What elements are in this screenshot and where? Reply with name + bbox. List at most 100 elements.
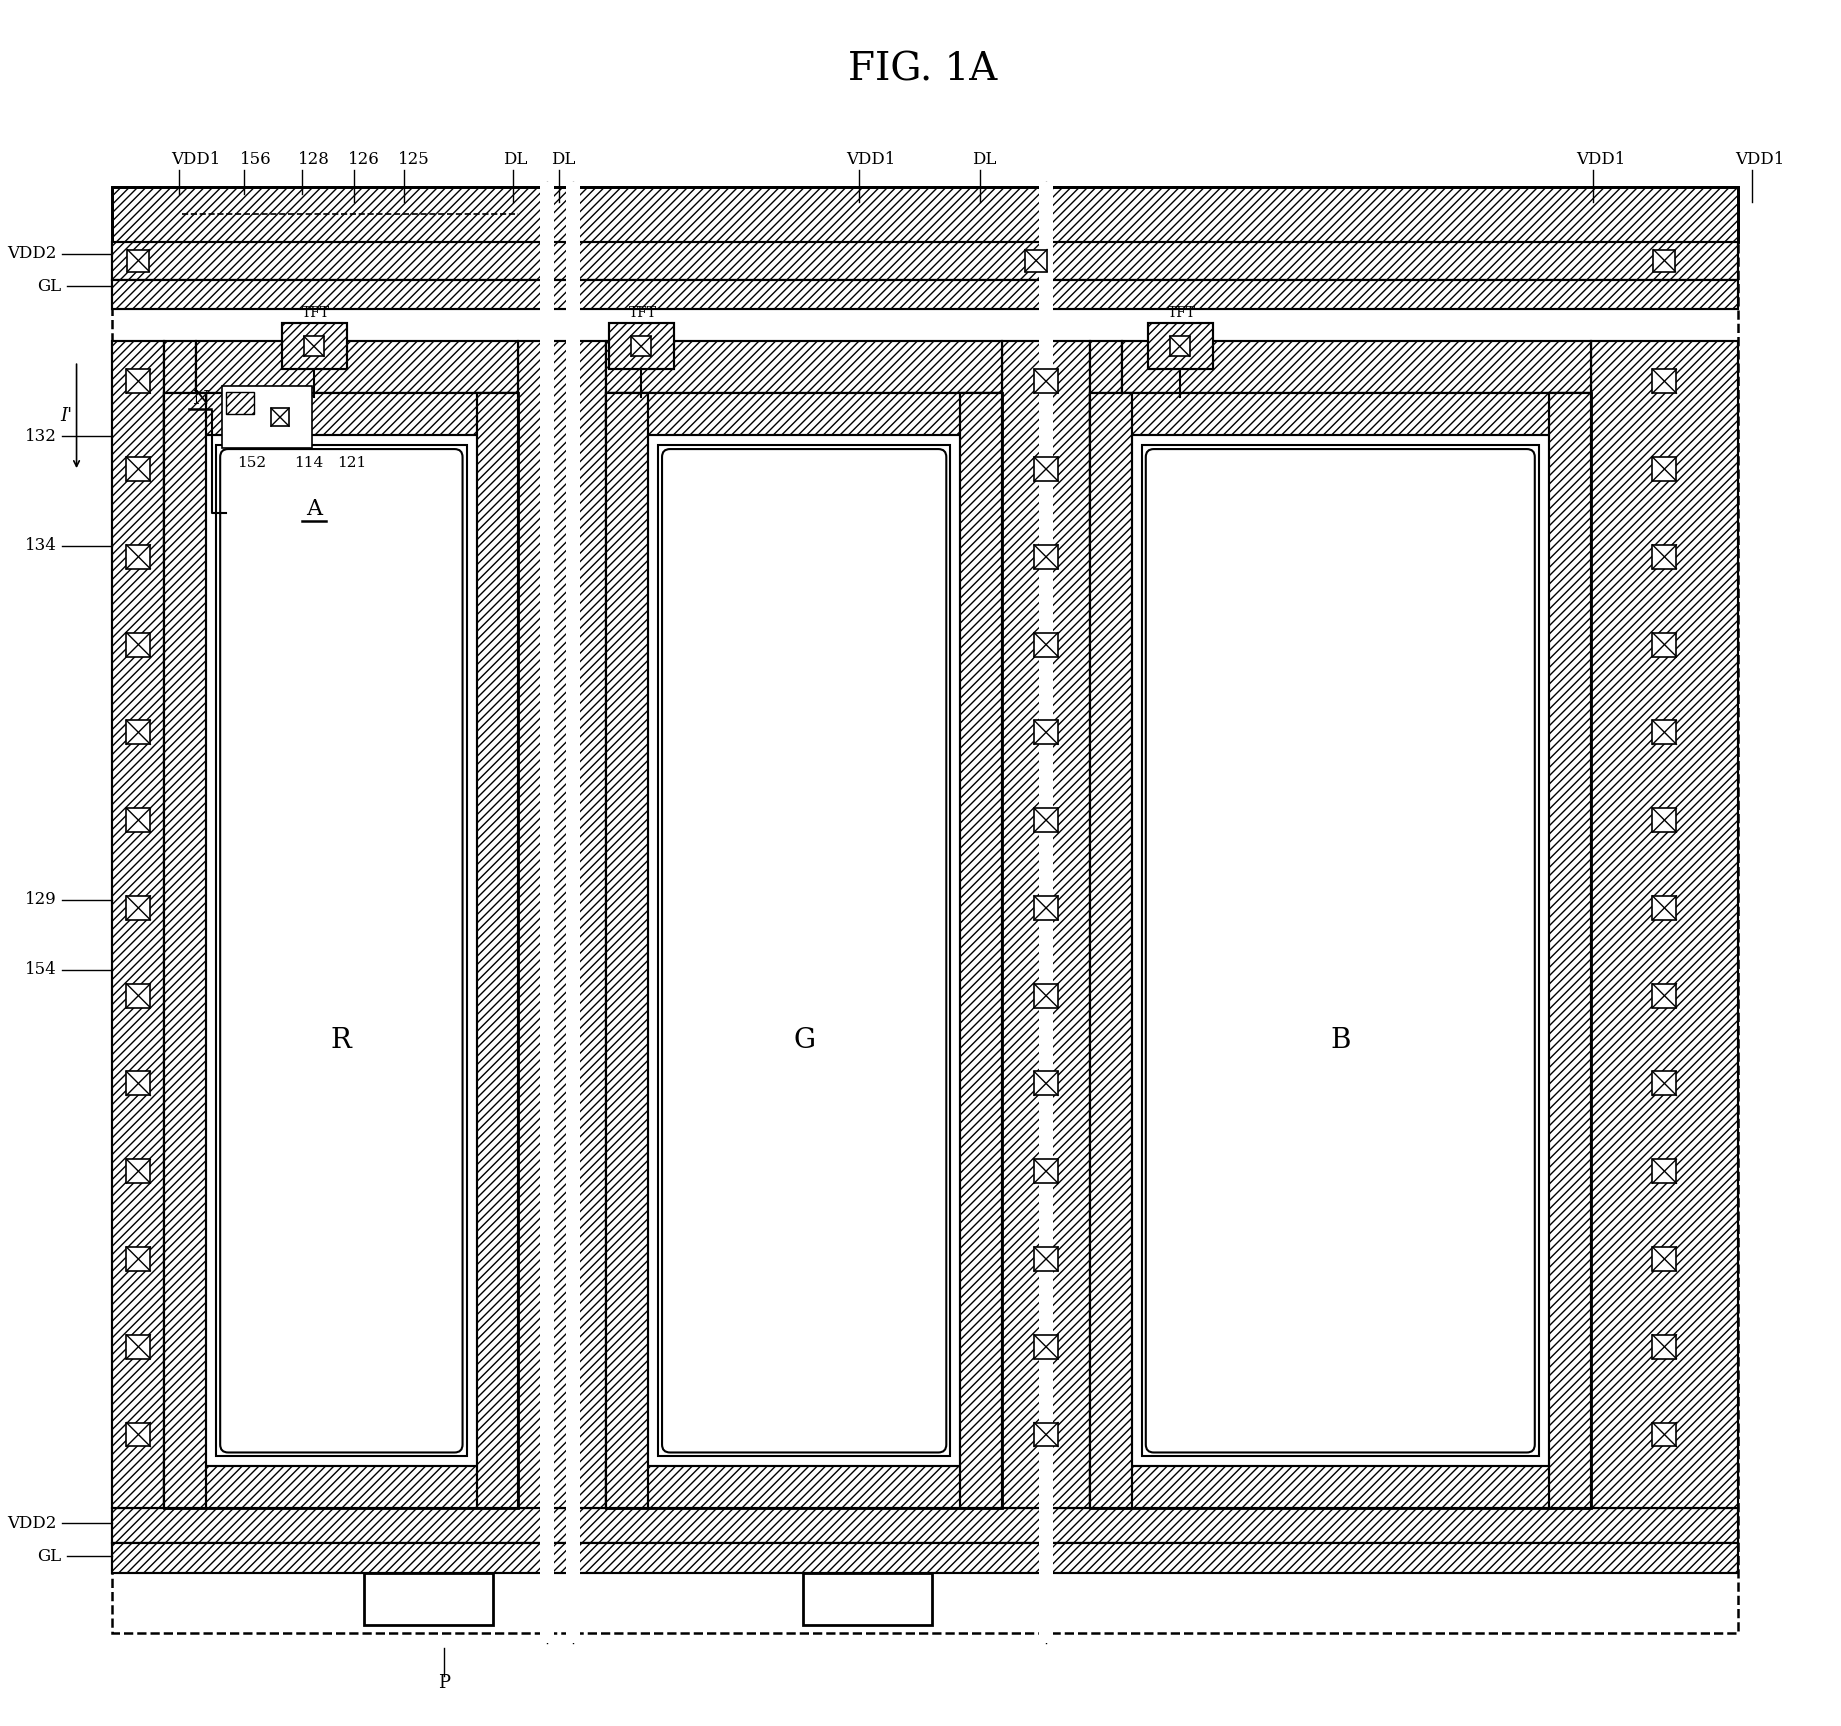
Bar [215,445,466,1457]
FancyBboxPatch shape [663,449,946,1453]
Bar [606,394,1002,1509]
Text: DL: DL [503,152,528,169]
Bar [1035,369,1059,394]
Bar [1147,323,1213,369]
Bar [1090,394,1591,435]
Bar [127,457,151,482]
Bar [1591,342,1738,1509]
Bar [164,394,206,1509]
Bar [112,342,164,1509]
FancyBboxPatch shape [221,449,462,1453]
Text: FIG. 1A: FIG. 1A [847,52,998,88]
Bar [197,342,519,394]
Bar [1141,445,1539,1457]
Text: VDD2: VDD2 [7,245,57,262]
Bar [127,896,151,920]
Text: 154: 154 [24,961,57,979]
Text: N: N [191,390,208,407]
Bar [1653,984,1677,1008]
Bar [112,186,1738,1633]
Bar [1169,337,1189,356]
Bar [609,323,674,369]
Bar [477,394,519,1509]
Bar [1653,250,1675,271]
Bar [112,342,164,1509]
Bar [127,984,151,1008]
Bar [1035,720,1059,744]
Bar [1653,1246,1677,1270]
Bar [1548,394,1591,1509]
Bar [365,1572,493,1626]
Bar [164,394,519,435]
Bar [803,1572,932,1626]
Text: 132: 132 [24,428,57,445]
Bar [112,242,1738,280]
Bar [112,242,1738,280]
Bar [1090,1467,1591,1509]
Text: VDD1: VDD1 [845,152,895,169]
Text: GL: GL [37,1548,61,1565]
Text: B: B [1329,1027,1351,1055]
Bar [1035,1246,1059,1270]
Text: 125: 125 [398,152,429,169]
Bar [112,280,1738,309]
Bar [1035,1160,1059,1184]
Bar [609,323,674,369]
Bar [1090,342,1121,551]
Bar [519,342,606,1509]
Text: 121: 121 [337,456,366,469]
Bar [164,394,206,1509]
Bar [112,186,1738,242]
Text: G: G [793,1027,816,1055]
Bar [1035,1334,1059,1358]
Text: 126: 126 [348,152,379,169]
Text: 156: 156 [241,152,272,169]
Bar [519,342,606,1509]
Bar [1653,896,1677,920]
Bar [961,394,1002,1509]
Bar [127,545,151,570]
Bar [226,392,254,414]
Bar [1090,394,1132,1509]
Bar [631,337,652,356]
Bar [1035,1422,1059,1446]
Bar [1653,808,1677,832]
Bar [164,394,519,1509]
Bar [127,1160,151,1184]
Bar [1653,1422,1677,1446]
Bar [164,1467,519,1509]
Text: TFT: TFT [1167,307,1197,321]
Bar [1090,394,1132,1509]
Text: 134: 134 [24,537,57,554]
Bar [1653,545,1677,570]
Bar [112,280,1738,309]
Bar [112,1543,1738,1572]
Bar [1653,720,1677,744]
Bar [112,1509,1738,1543]
FancyBboxPatch shape [1145,449,1535,1453]
Bar [197,342,519,394]
Bar [1035,633,1059,656]
Bar [127,808,151,832]
Bar [606,1467,1002,1509]
Text: VDD2: VDD2 [7,1515,57,1531]
Text: VDD1: VDD1 [1576,152,1626,169]
Bar [127,1246,151,1270]
Bar [282,323,346,369]
Bar [1035,545,1059,570]
Text: A: A [306,497,322,520]
Text: TFT: TFT [302,307,330,321]
Bar [1653,369,1677,394]
Bar [112,186,1738,242]
Text: 114: 114 [295,456,324,469]
Bar [127,633,151,656]
Bar [1035,984,1059,1008]
Bar [304,337,324,356]
Bar [1653,457,1677,482]
Bar [1653,1160,1677,1184]
Text: DL: DL [550,152,576,169]
Bar [1653,1334,1677,1358]
Bar [127,1334,151,1358]
Bar [1035,457,1059,482]
Bar [1002,342,1090,1509]
